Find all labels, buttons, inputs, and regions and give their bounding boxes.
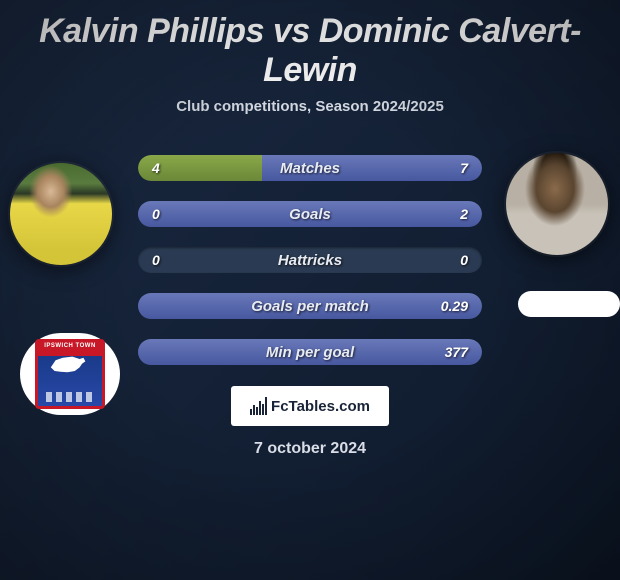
- stat-label: Goals: [138, 201, 482, 227]
- player-left-block: [10, 163, 112, 265]
- stat-value-right: 7: [460, 155, 468, 181]
- club-crest-right: [518, 291, 620, 317]
- stat-value-right: 2: [460, 201, 468, 227]
- stat-bars: 4Matches70Goals20Hattricks0Goals per mat…: [138, 155, 482, 385]
- player-right-block: [506, 153, 608, 255]
- stat-value-right: 377: [445, 339, 468, 365]
- player2-name-title: Dominic Calvert-Lewin: [263, 12, 581, 89]
- stat-row: Goals per match0.29: [138, 293, 482, 319]
- club-crest-horse-icon: [46, 353, 94, 377]
- stat-row: 0Hattricks0: [138, 247, 482, 273]
- stat-label: Goals per match: [138, 293, 482, 319]
- footer-logo: FcTables.com: [231, 386, 389, 426]
- subtitle: Club competitions, Season 2024/2025: [0, 98, 620, 115]
- comparison-content: IPSWICH TOWN 4Matches70Goals20Hattricks0…: [0, 143, 620, 423]
- fctables-chart-icon: [250, 397, 267, 415]
- footer-date: 7 october 2024: [0, 440, 620, 458]
- stat-row: 0Goals2: [138, 201, 482, 227]
- stat-row: Min per goal377: [138, 339, 482, 365]
- comparison-title: Kalvin Phillips vs Dominic Calvert-Lewin: [0, 0, 620, 90]
- vs-text: vs: [273, 12, 310, 50]
- stat-label: Matches: [138, 155, 482, 181]
- player1-name-title: Kalvin Phillips: [39, 12, 264, 50]
- club-crest-left-inner: IPSWICH TOWN: [35, 339, 105, 409]
- player-right-avatar: [506, 153, 608, 255]
- player-left-avatar: [10, 163, 112, 265]
- stat-row: 4Matches7: [138, 155, 482, 181]
- stat-value-right: 0: [460, 247, 468, 273]
- stat-value-right: 0.29: [441, 293, 468, 319]
- club-crest-left-label: IPSWICH TOWN: [44, 343, 96, 349]
- club-crest-left: IPSWICH TOWN: [20, 333, 120, 415]
- footer-logo-text: FcTables.com: [271, 398, 370, 415]
- club-crest-waves-icon: [46, 392, 94, 402]
- stat-label: Hattricks: [138, 247, 482, 273]
- stat-label: Min per goal: [138, 339, 482, 365]
